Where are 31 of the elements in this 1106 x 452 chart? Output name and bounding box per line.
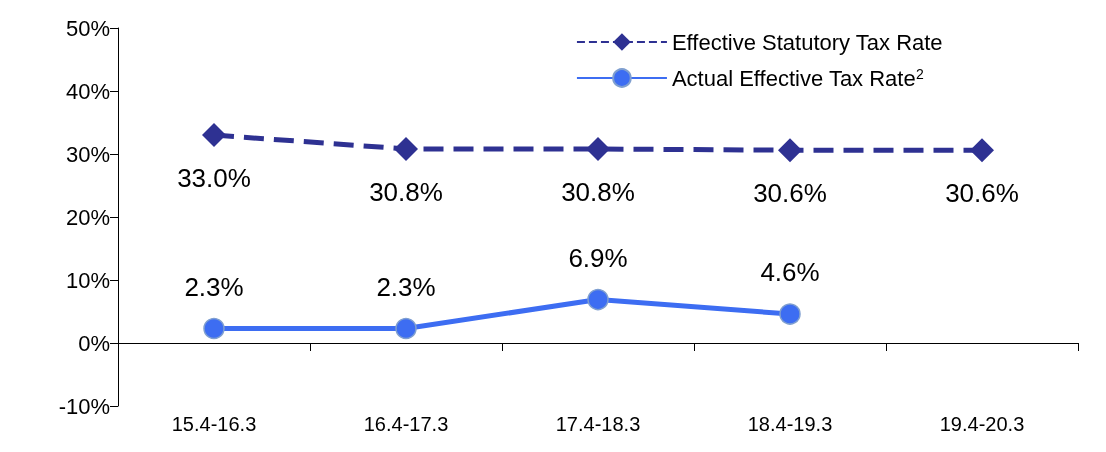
point xyxy=(394,136,418,161)
y-tick-label: 10% xyxy=(65,267,110,293)
point xyxy=(778,138,802,163)
point xyxy=(779,303,801,325)
point xyxy=(202,123,226,148)
x-tick-label: 17.4-18.3 xyxy=(555,413,641,435)
y-tick-label: 50% xyxy=(65,15,110,41)
data-label: 30.8% xyxy=(561,176,635,207)
data-label: 2.3% xyxy=(376,271,436,302)
data-label: 33.0% xyxy=(177,163,251,194)
data-label: 30.6% xyxy=(945,178,1019,209)
point xyxy=(395,317,417,340)
data-label: 4.6% xyxy=(760,257,820,288)
point xyxy=(587,288,609,311)
y-tick-label: 40% xyxy=(65,78,110,104)
x-tick-label: 19.4-20.3 xyxy=(939,413,1025,435)
point xyxy=(203,317,225,340)
y-tick-label: 0% xyxy=(78,330,110,356)
data-label: 30.6% xyxy=(753,178,827,209)
y-tick-label: -10% xyxy=(58,393,110,419)
x-tick-label: 15.4-16.3 xyxy=(171,413,257,435)
x-tick-label: 16.4-17.3 xyxy=(363,413,449,435)
data-label: 6.9% xyxy=(568,242,628,273)
point xyxy=(586,136,610,161)
x-tick-label: 18.4-19.3 xyxy=(747,413,833,435)
y-tick-label: 20% xyxy=(65,204,110,230)
y-tick-label: 30% xyxy=(65,141,110,167)
point xyxy=(970,138,994,163)
legend-label: Effective Statutory Tax Rate xyxy=(671,29,943,55)
data-label: 2.3% xyxy=(184,271,244,302)
data-label: 30.8% xyxy=(369,176,443,207)
